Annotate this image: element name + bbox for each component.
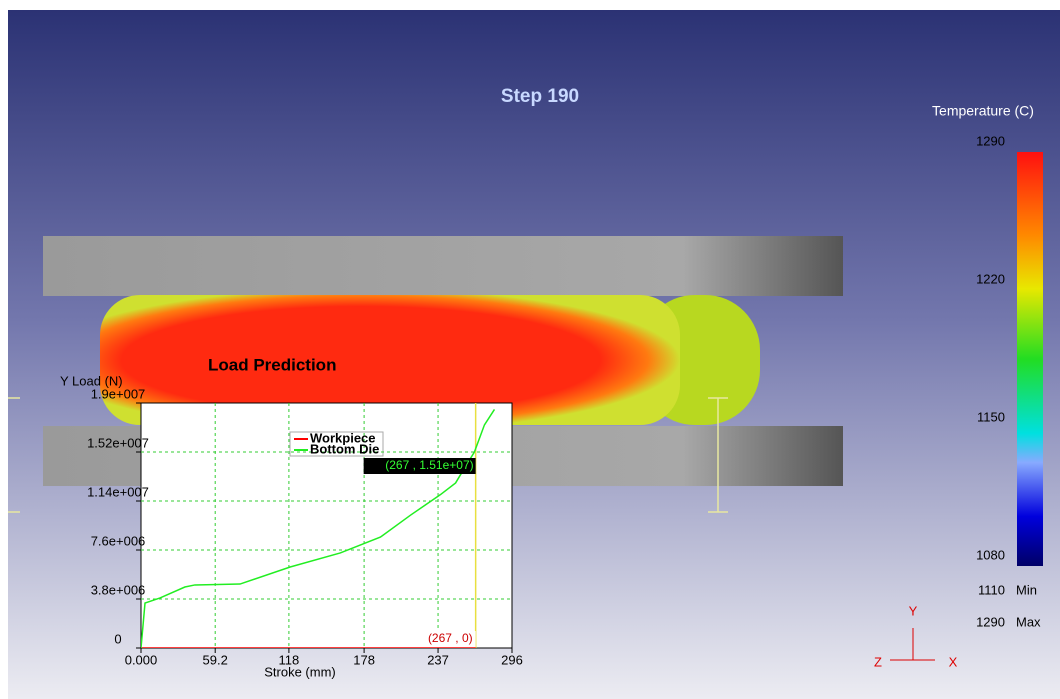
triad-z: Z — [874, 654, 882, 669]
legend-entry: Bottom Die — [310, 441, 379, 456]
x-tick-label: 178 — [353, 652, 375, 667]
cursor-bottom-label: (267 , 0) — [428, 631, 473, 645]
legend-tick-label: 1150 — [977, 409, 1005, 424]
legend-min-label: Min — [1016, 582, 1037, 597]
x-tick-label: 0.000 — [125, 652, 158, 667]
legend-max-value: 1290 — [976, 614, 1005, 629]
y-tick-label: 3.8e+006 — [91, 582, 146, 597]
legend-title: Temperature (C) — [932, 103, 1034, 119]
legend-tick-label: 1220 — [976, 271, 1005, 286]
legend-min-value: 1110 — [978, 582, 1005, 597]
x-tick-label: 296 — [501, 652, 523, 667]
legend-tick-label: 1080 — [976, 547, 1005, 562]
x-tick-label: 118 — [279, 652, 300, 667]
triad-y: Y — [909, 603, 918, 618]
triad-x: X — [949, 654, 958, 669]
chart-title: Load Prediction — [208, 355, 336, 374]
x-tick-label: 59.2 — [203, 652, 228, 667]
cursor-top-label: (267 , 1.51e+07) — [385, 458, 473, 472]
simulation-view: Step 190 Temperature (C) Load Prediction… — [0, 0, 1060, 699]
y-tick-label: 7.6e+006 — [91, 533, 146, 548]
x-tick-label: 237 — [427, 652, 449, 667]
y-tick-label: 1.52e+007 — [87, 435, 149, 450]
x-axis-label: Stroke (mm) — [264, 664, 336, 679]
color-bar — [1017, 152, 1043, 566]
y-tick-label: 0 — [114, 631, 121, 646]
step-title: Step 190 — [501, 86, 579, 107]
y-tick-label: 1.9e+007 — [91, 386, 146, 401]
legend-tick-label: 1290 — [976, 133, 1005, 148]
legend-max-label: Max — [1016, 614, 1041, 629]
top-die — [43, 236, 843, 296]
y-tick-label: 1.14e+007 — [87, 484, 149, 499]
